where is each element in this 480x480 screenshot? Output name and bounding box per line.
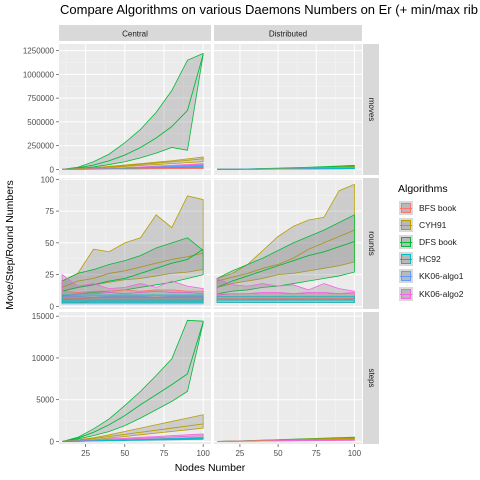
line-bfs-book <box>62 167 204 170</box>
strip-label-central: Central <box>122 30 148 39</box>
strip-column-central <box>59 25 211 41</box>
y-tick-label: 500000 <box>27 118 54 127</box>
legend-line <box>400 276 412 278</box>
legend-label: BFS book <box>419 202 457 213</box>
line-dfs-book <box>216 241 355 288</box>
y-tick-label: 100 <box>41 175 55 184</box>
x-tick-label: 50 <box>120 449 129 458</box>
legend-line <box>400 207 412 209</box>
legend-label: CYH91 <box>419 219 447 230</box>
y-tick-label: 25 <box>45 271 54 280</box>
x-tick-label: 50 <box>274 449 283 458</box>
ribbon-dfs-book <box>61 237 204 297</box>
ribbon-hc92 <box>61 294 204 304</box>
line-hc92 <box>62 438 204 442</box>
legend-label: KK06-algo2 <box>419 288 464 299</box>
legend-title: Algorithms <box>398 183 448 195</box>
y-tick-label: 250000 <box>27 142 54 151</box>
x-tick-label: 100 <box>348 449 362 458</box>
strip-label-steps: steps <box>367 368 376 387</box>
legend-label: KK06-algo1 <box>419 271 464 282</box>
y-tick-label: 1000000 <box>23 70 55 79</box>
ribbon-dfs-book <box>62 52 204 170</box>
y-tick-label: 50 <box>45 239 54 248</box>
legend-line <box>400 259 412 261</box>
legend-line <box>400 293 412 295</box>
legend-item: DFS book <box>398 233 463 250</box>
y-tick-label: 5000 <box>36 396 54 405</box>
line-cyh91 <box>61 252 204 288</box>
ribbon-cyh91 <box>62 156 204 170</box>
legend-item: HC92 <box>398 251 463 268</box>
legend-line <box>400 241 412 243</box>
strip-label-moves: moves <box>367 98 376 122</box>
legend-item: BFS book <box>398 199 463 216</box>
x-axis-title: Nodes Number <box>175 462 246 474</box>
y-tick-label: 750000 <box>27 94 54 103</box>
legend: Algorithms BFS book CYH91 DFS book HC92 KK06… <box>398 183 463 302</box>
strip-row-moves <box>363 44 379 175</box>
x-tick-label: 25 <box>81 449 90 458</box>
line-dfs-book <box>62 54 204 170</box>
y-tick-label: 0 <box>50 302 55 311</box>
y-tick-label: 10000 <box>32 354 55 363</box>
panel-steps-distributed <box>214 312 362 444</box>
x-tick-label: 75 <box>160 449 169 458</box>
strip-row-steps <box>363 312 379 444</box>
legend-key <box>398 268 414 285</box>
y-tick-label: 0 <box>50 437 55 446</box>
x-tick-label: 100 <box>196 449 210 458</box>
strip-label-distributed: Distributed <box>269 30 307 39</box>
line-cyh91 <box>216 229 355 282</box>
panel-moves-distributed <box>214 44 362 175</box>
strip-row-rounds <box>363 178 379 309</box>
legend-item: KK06-algo1 <box>398 268 463 285</box>
panel-rounds-distributed <box>214 178 362 309</box>
x-tick-label: 75 <box>312 449 321 458</box>
legend-key <box>398 285 414 302</box>
x-tick-label: 25 <box>235 449 244 458</box>
y-tick-label: 15000 <box>32 312 55 321</box>
chart-title: Compare Algorithms on various Daemons Nu… <box>60 2 478 17</box>
line-dfs-book <box>62 321 204 442</box>
strip-label-rounds: rounds <box>367 231 376 255</box>
legend-key <box>398 233 414 250</box>
y-tick-label: 0 <box>50 165 55 174</box>
line-dfs-book <box>62 248 204 292</box>
ribbon-dfs-book <box>216 214 355 295</box>
ribbon-hc92 <box>216 295 355 304</box>
panel-moves-central <box>59 44 211 175</box>
legend-label: HC92 <box>419 254 441 265</box>
legend-key <box>398 251 414 268</box>
legend-item: CYH91 <box>398 216 463 233</box>
legend-key <box>398 199 414 216</box>
ribbon-dfs-book <box>62 319 204 442</box>
panel-steps-central <box>59 312 211 444</box>
y-tick-label: 75 <box>45 207 54 216</box>
line-kk06-algo2 <box>62 290 204 297</box>
line-cyh91 <box>62 423 204 442</box>
y-tick-label: 1250000 <box>23 47 55 56</box>
line-hc92 <box>217 168 355 170</box>
line-cyh91 <box>62 158 204 170</box>
legend-item: KK06-algo2 <box>398 285 463 302</box>
strip-column-distributed <box>214 25 362 41</box>
y-axis-title: Move/Step/Round Numbers <box>4 180 16 310</box>
legend-line <box>400 224 412 226</box>
line-kk06-algo2 <box>217 439 355 442</box>
legend-label: DFS book <box>419 236 457 247</box>
line-bfs-book <box>62 297 204 300</box>
legend-key <box>398 216 414 233</box>
